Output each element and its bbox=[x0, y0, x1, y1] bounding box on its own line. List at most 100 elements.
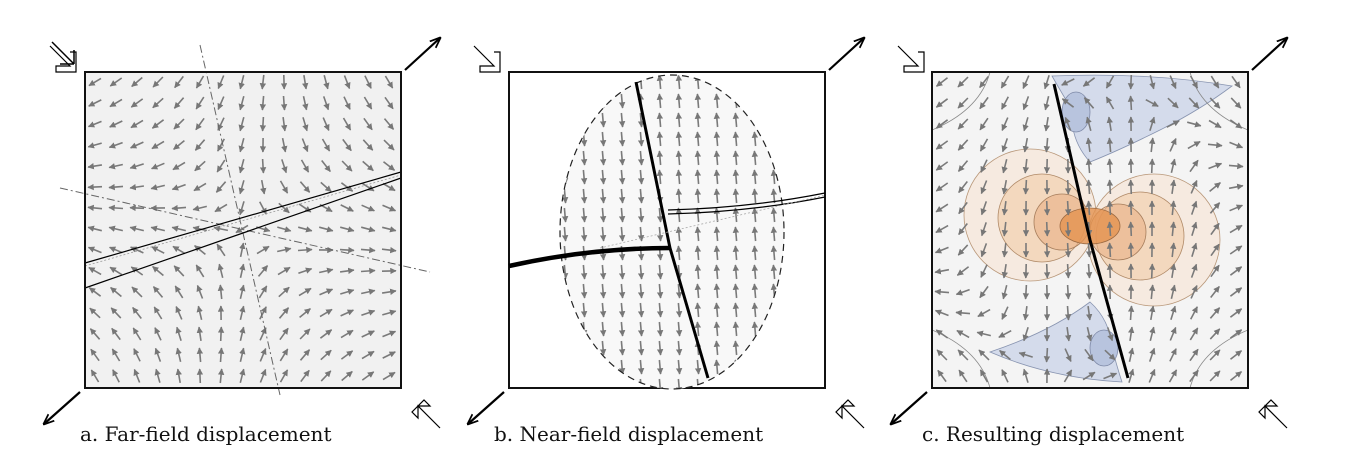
field-arrow-icon bbox=[300, 159, 310, 173]
field-arrow-icon bbox=[151, 119, 165, 129]
field-arrow-icon bbox=[675, 321, 683, 337]
field-arrow-icon bbox=[618, 283, 626, 299]
field-arrow-icon bbox=[109, 98, 123, 108]
field-arrow-icon bbox=[1082, 371, 1096, 381]
loading-arrow-in-icon bbox=[473, 45, 501, 73]
field-arrow-icon bbox=[256, 245, 270, 255]
field-arrow-icon bbox=[713, 283, 721, 299]
field-arrow-icon bbox=[1001, 369, 1009, 383]
field-arrow-icon bbox=[108, 225, 123, 232]
field-arrow-icon bbox=[361, 288, 376, 295]
field-arrow-icon bbox=[129, 204, 145, 212]
field-arrow-icon bbox=[599, 283, 607, 299]
field-arrow-icon bbox=[196, 305, 203, 320]
field-arrow-icon bbox=[1043, 263, 1051, 279]
field-arrow-icon bbox=[1085, 242, 1093, 258]
field-arrow-icon bbox=[980, 264, 988, 278]
field-arrow-icon bbox=[360, 246, 376, 254]
field-arrow-icon bbox=[675, 283, 683, 299]
field-arrow-icon bbox=[694, 264, 702, 280]
loading-arrow-in-icon bbox=[897, 45, 925, 73]
field-arrow-icon bbox=[154, 347, 162, 362]
field-arrow-icon bbox=[1043, 200, 1051, 216]
field-arrow-icon bbox=[958, 223, 968, 236]
field-arrow-icon bbox=[713, 131, 721, 147]
field-arrow-icon bbox=[694, 226, 702, 242]
field-arrow-icon bbox=[108, 204, 124, 212]
field-arrow-icon bbox=[363, 117, 373, 131]
field-arrow-icon bbox=[238, 201, 245, 216]
field-arrow-icon bbox=[957, 97, 969, 109]
field-arrow-icon bbox=[1022, 284, 1030, 300]
field-arrow-icon bbox=[259, 306, 267, 320]
field-arrow-icon bbox=[319, 288, 334, 296]
field-arrow-icon bbox=[342, 138, 352, 152]
field-arrow-icon bbox=[732, 150, 740, 166]
field-arrow-icon bbox=[978, 349, 990, 361]
field-arrow-icon bbox=[301, 138, 309, 153]
field-arrow-icon bbox=[340, 288, 355, 295]
field-arrow-icon bbox=[599, 321, 607, 337]
field-arrow-icon bbox=[382, 330, 397, 338]
field-arrow-icon bbox=[384, 75, 394, 89]
field-arrow-icon bbox=[130, 119, 144, 129]
field-arrow-icon bbox=[599, 169, 607, 185]
field-arrow-icon bbox=[580, 169, 588, 185]
field-arrow-icon bbox=[1128, 326, 1135, 342]
field-arrow-icon bbox=[278, 286, 290, 298]
field-arrow-icon bbox=[732, 302, 740, 318]
field-arrow-icon bbox=[1169, 75, 1177, 89]
field-arrow-icon bbox=[153, 306, 163, 320]
field-arrow-icon bbox=[1186, 121, 1202, 128]
field-arrow-icon bbox=[1001, 200, 1009, 216]
field-arrow-icon bbox=[259, 368, 267, 383]
field-arrow-icon bbox=[382, 226, 397, 233]
field-arrow-icon bbox=[217, 96, 225, 110]
field-arrow-icon bbox=[1106, 327, 1114, 342]
field-arrow-icon bbox=[732, 131, 740, 147]
field-arrow-icon bbox=[1190, 180, 1198, 194]
field-arrow-icon bbox=[713, 359, 721, 375]
field-arrow-icon bbox=[1064, 284, 1072, 300]
field-arrow-icon bbox=[341, 370, 353, 382]
field-arrow-icon bbox=[713, 93, 721, 109]
field-arrow-icon bbox=[694, 245, 702, 261]
field-arrow-icon bbox=[1229, 245, 1243, 255]
field-arrow-icon bbox=[637, 207, 645, 223]
field-arrow-icon bbox=[131, 76, 143, 88]
field-arrow-icon bbox=[302, 74, 309, 90]
panel-a-frame bbox=[84, 71, 402, 389]
field-arrow-icon bbox=[154, 327, 162, 341]
field-arrow-icon bbox=[1064, 179, 1072, 195]
field-arrow-icon bbox=[1229, 287, 1243, 297]
caption-c: c. Resulting displacement bbox=[922, 422, 1185, 446]
field-arrow-icon bbox=[151, 246, 165, 254]
field-arrow-icon bbox=[1209, 202, 1221, 214]
field-arrow-icon bbox=[195, 117, 205, 131]
field-arrow-icon bbox=[175, 368, 182, 384]
field-arrow-icon bbox=[259, 116, 267, 132]
field-arrow-icon bbox=[130, 266, 144, 276]
field-arrow-icon bbox=[955, 309, 971, 317]
field-arrow-icon bbox=[694, 359, 702, 375]
field-arrow-icon bbox=[319, 329, 333, 339]
field-arrow-icon bbox=[1086, 327, 1093, 342]
field-arrow-icon bbox=[1191, 221, 1198, 236]
field-arrow-icon bbox=[239, 347, 246, 362]
field-arrow-icon bbox=[1043, 347, 1051, 363]
field-arrow-icon bbox=[88, 287, 102, 297]
field-arrow-icon bbox=[1189, 369, 1199, 383]
field-arrow-icon bbox=[637, 283, 645, 299]
field-arrow-icon bbox=[280, 116, 288, 132]
field-arrow-icon bbox=[656, 321, 664, 337]
panel-b-crack-ghost bbox=[599, 194, 826, 249]
field-arrow-icon bbox=[732, 112, 740, 128]
field-arrow-icon bbox=[108, 141, 123, 149]
field-arrow-icon bbox=[1230, 370, 1242, 382]
field-arrow-icon bbox=[1001, 263, 1008, 279]
field-arrow-icon bbox=[132, 327, 142, 341]
field-arrow-icon bbox=[1169, 348, 1177, 362]
field-arrow-icon bbox=[300, 369, 310, 383]
field-arrow-icon bbox=[339, 226, 355, 233]
field-arrow-icon bbox=[935, 329, 949, 339]
